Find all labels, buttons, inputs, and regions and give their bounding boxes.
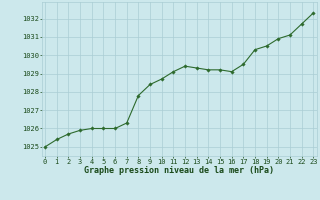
- X-axis label: Graphe pression niveau de la mer (hPa): Graphe pression niveau de la mer (hPa): [84, 166, 274, 175]
